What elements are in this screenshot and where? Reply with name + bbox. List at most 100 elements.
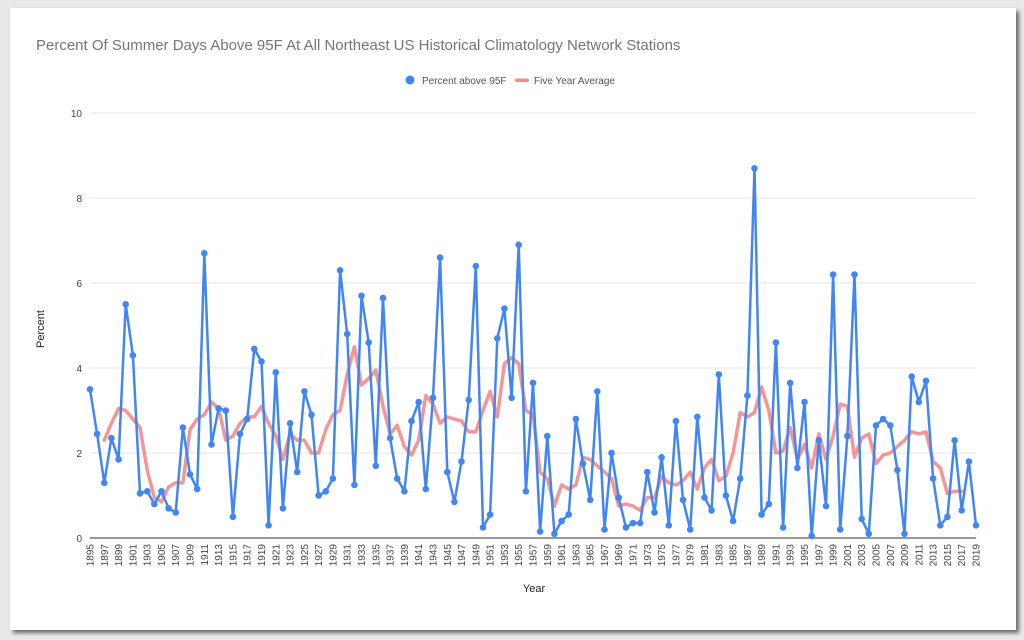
- data-point: [794, 464, 801, 472]
- data-point: [579, 460, 587, 467]
- data-point: [658, 454, 665, 461]
- data-point: [229, 513, 237, 521]
- legend-label-percent: Percent above 95F: [422, 76, 507, 87]
- x-tick-label: 1973: [643, 544, 654, 567]
- data-point: [908, 373, 915, 380]
- data-point: [751, 165, 758, 172]
- x-tick-label: 2011: [914, 544, 925, 566]
- y-tick-label: 8: [76, 194, 82, 205]
- data-point: [272, 369, 280, 376]
- data-point: [829, 271, 837, 278]
- data-point: [458, 458, 465, 465]
- data-point: [115, 456, 122, 463]
- x-tick-label: 1997: [814, 544, 825, 567]
- data-point: [715, 371, 723, 378]
- data-point: [179, 424, 187, 431]
- x-tick-label: 1907: [171, 544, 182, 567]
- data-point: [494, 335, 501, 342]
- data-point: [201, 250, 208, 257]
- data-point: [515, 241, 522, 249]
- x-tick-label: 1987: [743, 544, 754, 567]
- x-tick-label: 2005: [871, 544, 882, 567]
- x-tick-label: 1903: [143, 544, 154, 567]
- x-tick-label: 1949: [471, 544, 482, 567]
- data-point: [222, 407, 230, 414]
- data-point: [315, 492, 322, 499]
- data-point: [865, 530, 873, 538]
- x-tick-label: 1905: [157, 544, 168, 567]
- x-tick-label: 1925: [300, 544, 311, 567]
- data-point: [165, 505, 172, 512]
- data-point: [486, 511, 494, 518]
- data-point: [301, 388, 308, 395]
- x-tick-label: 1931: [343, 544, 354, 567]
- data-point: [101, 479, 108, 487]
- data-point: [351, 481, 358, 489]
- data-point: [887, 422, 894, 429]
- x-tick-label: 1933: [357, 544, 368, 567]
- y-tick-label: 6: [76, 279, 82, 290]
- x-tick-label: 1979: [686, 544, 697, 567]
- data-point: [243, 415, 251, 423]
- x-tick-label: 1959: [543, 544, 554, 567]
- data-point: [565, 511, 572, 518]
- data-point: [944, 513, 951, 521]
- x-tick-label: 1961: [557, 544, 568, 567]
- data-point: [108, 434, 115, 442]
- data-point: [915, 398, 923, 406]
- data-point: [86, 386, 94, 393]
- data-point: [329, 475, 337, 482]
- x-tick-label: 1895: [86, 544, 97, 567]
- y-tick-label: 2: [76, 449, 82, 460]
- data-point: [386, 434, 394, 442]
- data-point: [551, 530, 558, 538]
- x-tick-label: 1937: [386, 544, 397, 567]
- data-point: [465, 396, 473, 404]
- x-tick-label: 1957: [529, 544, 540, 567]
- x-tick-label: 1901: [128, 544, 139, 567]
- data-point: [479, 524, 487, 531]
- data-point: [644, 468, 651, 476]
- data-point: [322, 488, 330, 495]
- x-tick-label: 1955: [514, 544, 525, 567]
- x-axis-title: Year: [523, 583, 546, 595]
- data-point: [158, 488, 165, 495]
- chart: Percent Of Summer Days Above 95F At All …: [35, 37, 983, 595]
- data-point: [879, 415, 887, 423]
- x-tick-label: 1935: [371, 544, 382, 567]
- data-point: [765, 500, 773, 508]
- data-point: [408, 417, 415, 425]
- data-point: [358, 292, 365, 300]
- data-point: [872, 422, 880, 429]
- x-tick-label: 1947: [457, 544, 468, 567]
- x-tick-label: 1943: [428, 544, 439, 567]
- data-point: [501, 305, 508, 312]
- data-point: [236, 430, 244, 438]
- data-point: [529, 379, 537, 387]
- data-point: [136, 490, 144, 497]
- data-point: [951, 437, 958, 444]
- data-point: [801, 398, 808, 406]
- data-point: [522, 488, 530, 495]
- series-line-percent-above-95f: [88, 167, 978, 538]
- data-point: [308, 411, 315, 419]
- x-tick-label: 1921: [271, 544, 282, 567]
- x-tick-label: 2009: [900, 544, 911, 567]
- x-tick-label: 1983: [714, 544, 725, 567]
- data-point: [208, 441, 215, 448]
- data-point: [336, 267, 344, 274]
- data-point: [251, 345, 258, 353]
- legend-marker-average: [515, 78, 529, 82]
- x-tick-label: 1993: [786, 544, 797, 567]
- data-point: [129, 352, 137, 359]
- data-point: [215, 405, 222, 412]
- data-point: [193, 485, 201, 493]
- x-tick-label: 1999: [829, 544, 840, 567]
- data-point: [622, 524, 630, 531]
- x-tick-label: 1975: [657, 544, 668, 567]
- y-axis-title: Percent: [35, 310, 47, 348]
- data-point: [558, 517, 565, 525]
- x-tick-label: 1977: [671, 544, 682, 567]
- x-tick-label: 2013: [929, 544, 940, 567]
- data-point: [472, 262, 480, 270]
